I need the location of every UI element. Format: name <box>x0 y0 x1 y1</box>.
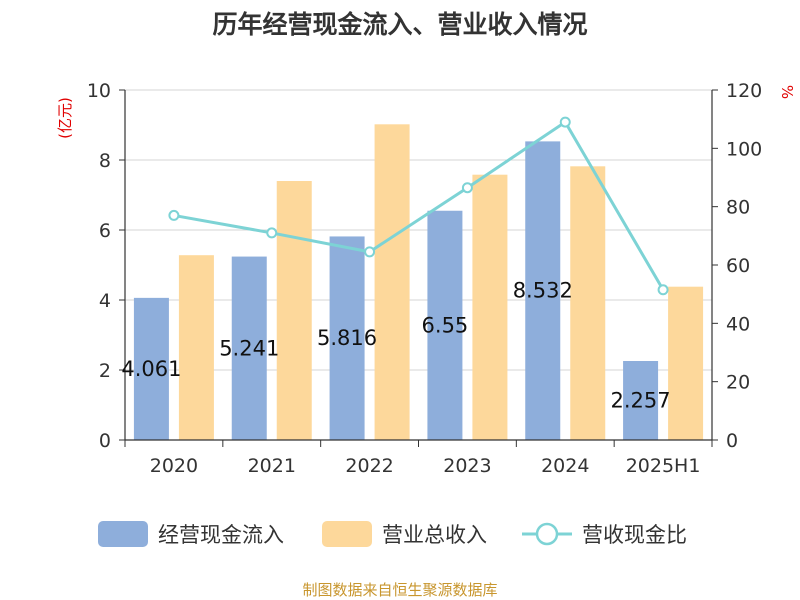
cash-inflow-value-label: 5.816 <box>317 326 377 350</box>
ratio-point <box>461 182 473 194</box>
ratio-line <box>173 120 665 291</box>
cash-inflow-bar <box>623 361 659 440</box>
x-tick-label: 2021 <box>248 455 296 477</box>
cash-inflow-value-label: 8.532 <box>513 279 573 303</box>
revenue-bar <box>276 181 312 440</box>
legend-label-ratio: 营收现金比 <box>582 523 687 547</box>
right-tick-label: 60 <box>726 255 750 277</box>
revenue-bar <box>668 286 704 440</box>
cash-inflow-bar <box>329 236 365 440</box>
right-axis-unit: % <box>778 85 796 99</box>
right-tick-label: 80 <box>726 197 750 219</box>
right-tick-label: 40 <box>726 313 750 335</box>
ratio-point <box>266 227 278 239</box>
cash-inflow-value-label: 2.257 <box>611 389 671 413</box>
left-tick-label: 4 <box>99 290 111 312</box>
revenue-bar <box>178 255 214 440</box>
cash-inflow-value-label: 5.241 <box>219 336 279 360</box>
legend-label-revenue: 营业总收入 <box>382 523 487 547</box>
right-tick-label: 100 <box>726 138 762 160</box>
left-tick-label: 0 <box>99 430 111 452</box>
revenue-bar <box>472 174 508 440</box>
x-tick-label: 2024 <box>541 455 589 477</box>
right-tick-label: 0 <box>726 430 738 452</box>
cash-inflow-bar <box>231 256 267 440</box>
legend-label-cash-inflow: 经营现金流入 <box>158 523 284 547</box>
cash-inflow-bar <box>133 297 169 440</box>
cash-inflow-value-label: 6.55 <box>422 313 469 337</box>
cash-inflow-bar <box>427 210 463 440</box>
legend-swatch-revenue <box>322 521 372 547</box>
left-tick-label: 10 <box>87 80 111 102</box>
left-tick-label: 2 <box>99 360 111 382</box>
legend-marker-ratio <box>535 522 559 546</box>
x-tick-label: 2022 <box>345 455 393 477</box>
left-tick-label: 6 <box>99 220 111 242</box>
source-note: 制图数据来自恒生聚源数据库 <box>302 581 497 599</box>
left-tick-label: 8 <box>99 150 111 172</box>
ratio-point <box>364 246 376 258</box>
cash-inflow-bar <box>525 141 561 440</box>
cash-inflow-value-label: 4.061 <box>121 357 181 381</box>
revenue-bar <box>374 124 410 441</box>
ratio-point <box>657 284 669 296</box>
chart-title: 历年经营现金流入、营业收入情况 <box>212 10 587 39</box>
right-tick-label: 120 <box>726 80 762 102</box>
legend-swatch-cash-inflow <box>98 521 148 547</box>
x-tick-label: 2020 <box>150 455 198 477</box>
x-tick-label: 2025H1 <box>626 455 701 477</box>
left-axis-unit: (亿元) <box>56 97 74 139</box>
x-tick-label: 2023 <box>443 455 491 477</box>
ratio-point <box>168 209 180 221</box>
ratio-point <box>559 116 571 128</box>
revenue-bar <box>570 166 606 441</box>
right-tick-label: 20 <box>726 372 750 394</box>
